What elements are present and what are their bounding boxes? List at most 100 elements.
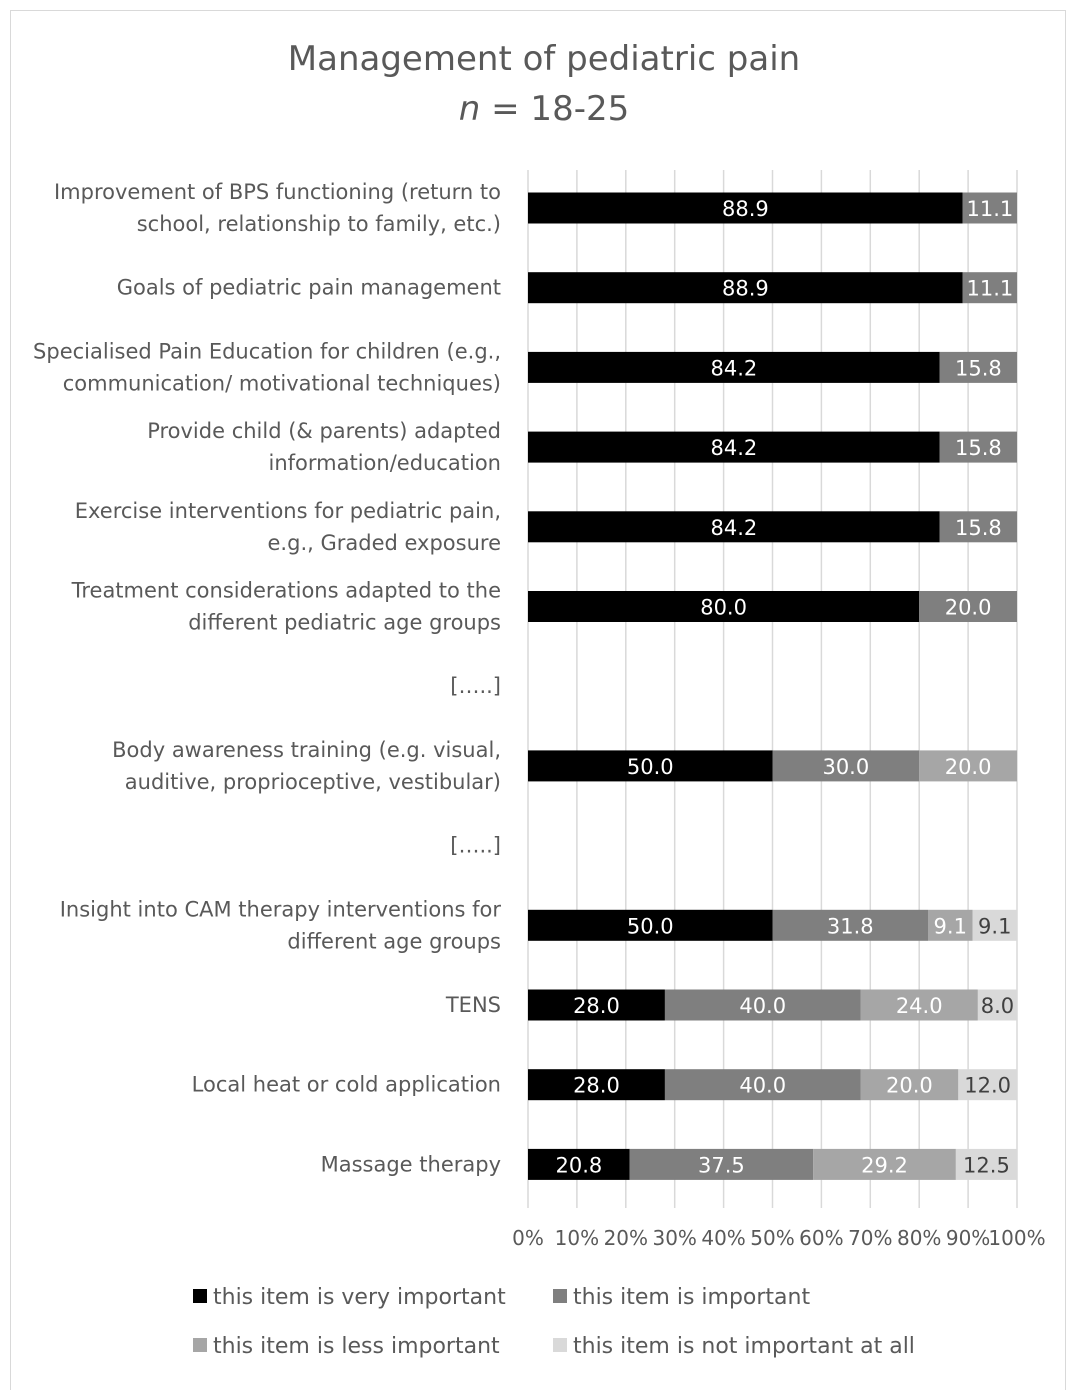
data-label: 80.0 xyxy=(700,596,747,620)
x-tick-label: 80% xyxy=(897,1226,941,1250)
data-label: 12.5 xyxy=(963,1153,1010,1177)
legend-swatch xyxy=(553,1338,567,1352)
category-label: auditive, proprioceptive, vestibular) xyxy=(125,770,501,794)
data-label: 20.0 xyxy=(886,1074,933,1098)
data-label: 9.1 xyxy=(978,914,1011,938)
bar-segment xyxy=(939,431,1017,463)
bar-segment xyxy=(528,1069,665,1101)
subtitle-n: n xyxy=(459,89,481,129)
bar-segment xyxy=(962,272,1017,304)
data-label: 30.0 xyxy=(822,755,869,779)
category-label: Improvement of BPS functioning (return t… xyxy=(54,180,501,204)
category-labels: Improvement of BPS functioning (return t… xyxy=(33,180,501,1176)
bar-segment xyxy=(664,1069,861,1101)
x-axis-ticks: 0% 10% 20% 30% 40% 50% 60% 70% 80% 90%100% xyxy=(512,1226,1045,1250)
bar-segment xyxy=(977,989,1017,1021)
bar-segment xyxy=(629,1148,814,1180)
legend-label: this item is important xyxy=(573,1285,810,1310)
bar-segment xyxy=(528,431,940,463)
bar-segment xyxy=(528,750,773,782)
category-label: Goals of pediatric pain management xyxy=(117,276,501,300)
bar-segment xyxy=(860,1069,959,1101)
x-tick-label: 20% xyxy=(604,1226,648,1250)
bar-segment xyxy=(919,750,1017,782)
data-label: 8.0 xyxy=(981,994,1014,1018)
data-label: 88.9 xyxy=(722,277,769,301)
category-label: school, relationship to family, etc.) xyxy=(137,212,501,236)
data-label: 12.0 xyxy=(964,1074,1011,1098)
category-label: different age groups xyxy=(287,929,501,953)
data-label: 40.0 xyxy=(739,1074,786,1098)
bar-segment xyxy=(962,192,1017,224)
x-tick-label: 50% xyxy=(750,1226,794,1250)
data-label: 20.0 xyxy=(945,596,992,620)
category-label: different pediatric age groups xyxy=(188,611,501,635)
category-label: […..] xyxy=(450,674,501,698)
legend-swatch xyxy=(193,1338,207,1352)
bar-segment xyxy=(528,192,963,224)
bar-segment xyxy=(528,1148,630,1180)
legend: this item is very important this item is … xyxy=(193,1285,915,1359)
bar-segment xyxy=(528,351,940,383)
data-label: 31.8 xyxy=(827,914,874,938)
bar-segment xyxy=(928,909,973,941)
grid-lines xyxy=(527,170,1018,1208)
category-label: TENS xyxy=(445,993,501,1017)
data-label: 20.8 xyxy=(555,1153,602,1177)
x-tick-label: 10% xyxy=(555,1226,599,1250)
data-label: 88.9 xyxy=(722,197,769,221)
subtitle-rest: = 18-25 xyxy=(480,89,629,129)
category-label: Specialised Pain Education for children … xyxy=(33,339,501,363)
bar-segment xyxy=(958,1069,1017,1101)
bar-segment xyxy=(664,989,861,1021)
data-label: 84.2 xyxy=(710,516,757,540)
data-label: 11.1 xyxy=(966,197,1013,221)
data-label: 15.8 xyxy=(955,356,1002,380)
data-label: 9.1 xyxy=(934,914,967,938)
data-label: 11.1 xyxy=(966,277,1013,301)
bar-segment xyxy=(860,989,978,1021)
category-label: information/education xyxy=(269,451,501,475)
category-label: communication/ motivational techniques) xyxy=(63,371,501,395)
data-label: 20.0 xyxy=(945,755,992,779)
x-tick-label: 100% xyxy=(988,1226,1045,1250)
bar-segment xyxy=(528,591,920,622)
bars: 88.9 11.1 88.9 11.1 84.2 15.8 84.2 15.8 84.2 15.8… xyxy=(528,192,1017,1180)
data-label: 24.0 xyxy=(896,994,943,1018)
data-label: 37.5 xyxy=(698,1153,745,1177)
x-tick-label: 40% xyxy=(701,1226,745,1250)
bar-segment xyxy=(813,1148,956,1180)
bar-segment xyxy=(528,511,940,543)
bar-segment xyxy=(528,272,963,304)
chart-title: Management of pediatric pain xyxy=(288,39,800,79)
data-label: 84.2 xyxy=(710,356,757,380)
data-label: 40.0 xyxy=(739,994,786,1018)
category-label: e.g., Graded exposure xyxy=(268,531,501,555)
legend-label: this item is not important at all xyxy=(573,1334,915,1359)
chart-subtitle: n = 18-25 xyxy=(459,89,629,129)
bar-segment xyxy=(939,511,1017,543)
data-label: 84.2 xyxy=(710,436,757,460)
bar-segment xyxy=(955,1148,1017,1180)
category-label: Exercise interventions for pediatric pai… xyxy=(75,499,501,523)
category-label: Treatment considerations adapted to the xyxy=(71,579,501,603)
x-tick-label: 70% xyxy=(848,1226,892,1250)
category-label: Body awareness training (e.g. visual, xyxy=(112,738,501,762)
category-label: Provide child (& parents) adapted xyxy=(147,419,501,443)
chart-frame xyxy=(10,10,1066,1390)
legend-swatch xyxy=(553,1289,567,1303)
bar-segment xyxy=(772,750,920,782)
data-label: 50.0 xyxy=(627,755,674,779)
x-tick-label: 30% xyxy=(652,1226,696,1250)
data-label: 28.0 xyxy=(573,1074,620,1098)
category-label: Insight into CAM therapy interventions f… xyxy=(60,897,502,921)
bar-segment xyxy=(939,351,1017,383)
data-label: 15.8 xyxy=(955,436,1002,460)
data-label: 28.0 xyxy=(573,994,620,1018)
legend-label: this item is less important xyxy=(213,1334,500,1359)
data-label: 15.8 xyxy=(955,516,1002,540)
bar-segment xyxy=(772,909,929,941)
legend-swatch xyxy=(193,1289,207,1303)
x-tick-label: 60% xyxy=(799,1226,843,1250)
